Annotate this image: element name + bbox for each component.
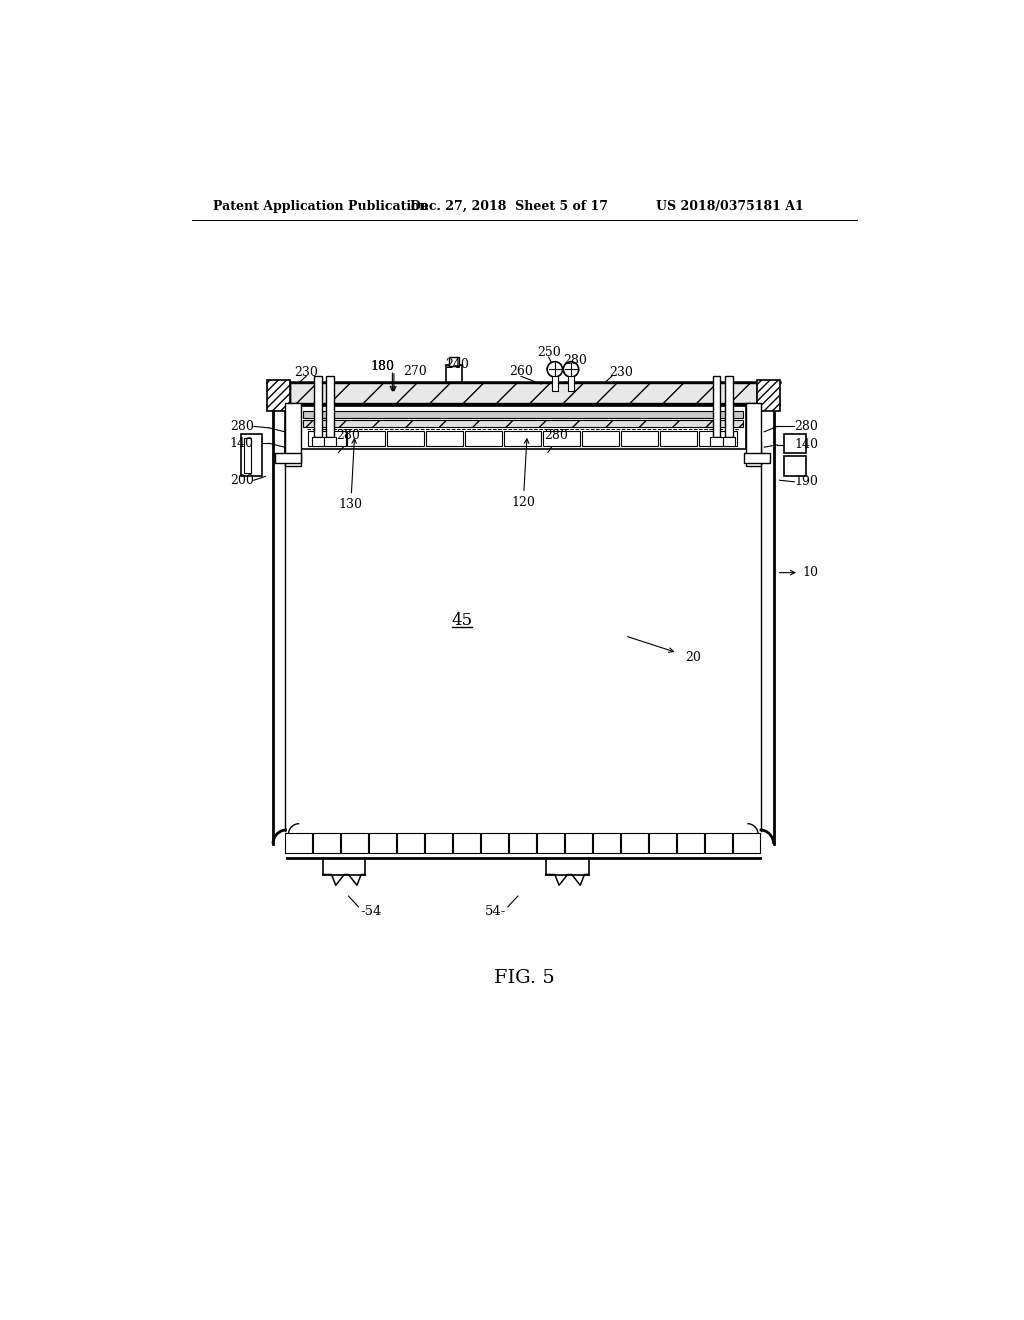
Text: 54-: 54- xyxy=(485,906,506,917)
Bar xyxy=(301,407,745,449)
Bar xyxy=(582,430,620,446)
Bar xyxy=(274,453,301,463)
Bar xyxy=(308,430,346,446)
Bar xyxy=(286,833,312,853)
Bar xyxy=(446,364,462,381)
Bar xyxy=(745,404,761,466)
Text: 240: 240 xyxy=(445,358,469,371)
Bar xyxy=(481,833,508,853)
Bar xyxy=(241,434,262,477)
Text: US 2018/0375181 A1: US 2018/0375181 A1 xyxy=(656,199,804,213)
Bar xyxy=(450,358,459,366)
Bar xyxy=(286,404,301,466)
Text: 140: 140 xyxy=(229,437,254,450)
Bar xyxy=(425,833,453,853)
Bar xyxy=(757,380,779,411)
Bar xyxy=(660,430,697,446)
Text: 190: 190 xyxy=(795,475,818,488)
Bar xyxy=(677,833,705,853)
Bar xyxy=(397,833,424,853)
Text: 200: 200 xyxy=(229,474,254,487)
Text: 120: 120 xyxy=(511,438,536,510)
Bar xyxy=(303,420,743,428)
Bar xyxy=(552,376,558,391)
Text: Dec. 27, 2018  Sheet 5 of 17: Dec. 27, 2018 Sheet 5 of 17 xyxy=(410,199,608,213)
Text: 260: 260 xyxy=(509,366,532,379)
Bar xyxy=(649,833,676,853)
Bar xyxy=(565,833,592,853)
Bar xyxy=(711,437,723,446)
Bar xyxy=(454,833,480,853)
Bar xyxy=(370,833,396,853)
Text: 180: 180 xyxy=(371,360,394,372)
Bar xyxy=(465,430,502,446)
Text: 270: 270 xyxy=(403,366,427,379)
Bar xyxy=(313,376,322,437)
Bar xyxy=(593,833,621,853)
Text: 280: 280 xyxy=(229,420,254,433)
Bar xyxy=(244,438,252,473)
Text: 280: 280 xyxy=(545,429,568,442)
Text: 180: 180 xyxy=(371,360,394,372)
Bar xyxy=(313,833,340,853)
Circle shape xyxy=(563,362,579,378)
Bar xyxy=(543,430,581,446)
Text: 20: 20 xyxy=(685,651,700,664)
Bar xyxy=(386,430,424,446)
Text: 10: 10 xyxy=(802,566,818,579)
Bar xyxy=(509,833,537,853)
Bar xyxy=(699,430,736,446)
Text: Patent Application Publication: Patent Application Publication xyxy=(213,199,428,213)
Bar xyxy=(784,457,806,475)
Bar xyxy=(723,437,735,446)
Bar xyxy=(733,833,760,853)
Text: 230: 230 xyxy=(609,366,633,379)
Text: 280: 280 xyxy=(563,354,587,367)
Bar xyxy=(303,411,743,418)
Text: 140: 140 xyxy=(795,438,818,451)
Bar xyxy=(311,437,324,446)
Bar xyxy=(538,833,564,853)
Bar xyxy=(324,437,336,446)
Bar xyxy=(326,376,334,437)
Bar xyxy=(568,376,574,391)
Text: 280: 280 xyxy=(337,429,360,442)
Bar xyxy=(504,430,542,446)
Text: 130: 130 xyxy=(339,438,362,511)
Bar xyxy=(706,833,732,853)
Bar xyxy=(713,376,720,437)
Bar xyxy=(622,833,648,853)
Bar xyxy=(347,430,385,446)
Text: 250: 250 xyxy=(537,346,560,359)
Circle shape xyxy=(547,362,562,378)
Text: FIG. 5: FIG. 5 xyxy=(495,969,555,987)
Bar xyxy=(621,430,658,446)
Bar xyxy=(290,383,757,404)
Bar xyxy=(267,380,290,411)
Text: 230: 230 xyxy=(294,366,318,379)
Bar xyxy=(784,434,806,453)
Text: -54: -54 xyxy=(360,906,381,917)
Text: 45: 45 xyxy=(452,612,472,628)
Text: 280: 280 xyxy=(795,420,818,433)
Bar xyxy=(426,430,463,446)
Bar xyxy=(341,833,369,853)
Bar xyxy=(744,453,770,463)
Bar xyxy=(725,376,733,437)
